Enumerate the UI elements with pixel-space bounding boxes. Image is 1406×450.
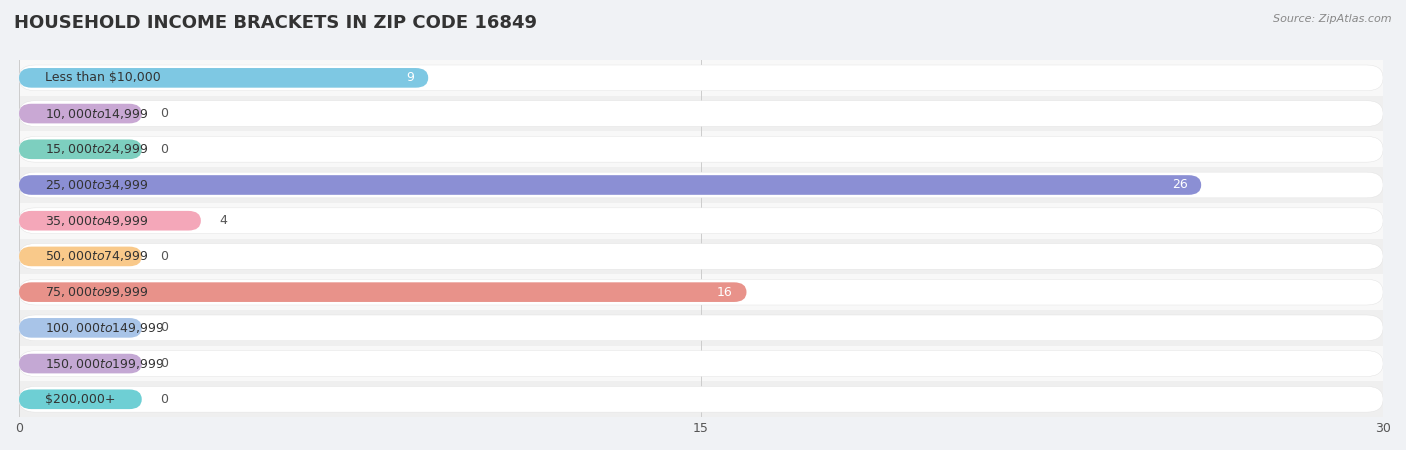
FancyBboxPatch shape: [20, 318, 142, 338]
FancyBboxPatch shape: [20, 351, 1384, 377]
FancyBboxPatch shape: [20, 65, 1384, 91]
Bar: [20, 131, 1384, 167]
FancyBboxPatch shape: [20, 279, 1384, 305]
FancyBboxPatch shape: [20, 315, 1384, 341]
Bar: [20, 203, 1384, 239]
FancyBboxPatch shape: [20, 136, 1384, 162]
Text: 16: 16: [717, 286, 733, 299]
Text: 0: 0: [160, 107, 167, 120]
Text: 0: 0: [160, 393, 167, 406]
FancyBboxPatch shape: [20, 101, 1384, 126]
Bar: [20, 274, 1384, 310]
Text: $50,000 to $74,999: $50,000 to $74,999: [45, 249, 149, 263]
Text: 0: 0: [160, 321, 167, 334]
Text: 9: 9: [406, 72, 415, 84]
Text: $10,000 to $14,999: $10,000 to $14,999: [45, 107, 149, 121]
Bar: [20, 238, 1384, 274]
Text: HOUSEHOLD INCOME BRACKETS IN ZIP CODE 16849: HOUSEHOLD INCOME BRACKETS IN ZIP CODE 16…: [14, 14, 537, 32]
Text: $75,000 to $99,999: $75,000 to $99,999: [45, 285, 149, 299]
FancyBboxPatch shape: [20, 68, 429, 88]
Text: 0: 0: [160, 250, 167, 263]
FancyBboxPatch shape: [20, 243, 1384, 269]
FancyBboxPatch shape: [20, 282, 747, 302]
FancyBboxPatch shape: [20, 211, 201, 230]
Bar: [20, 96, 1384, 131]
Bar: [20, 310, 1384, 346]
Bar: [20, 382, 1384, 417]
Text: $150,000 to $199,999: $150,000 to $199,999: [45, 356, 165, 370]
FancyBboxPatch shape: [20, 208, 1384, 234]
FancyBboxPatch shape: [20, 387, 1384, 412]
FancyBboxPatch shape: [20, 104, 142, 123]
Text: $100,000 to $149,999: $100,000 to $149,999: [45, 321, 165, 335]
Text: $200,000+: $200,000+: [45, 393, 115, 406]
FancyBboxPatch shape: [20, 140, 142, 159]
Text: $35,000 to $49,999: $35,000 to $49,999: [45, 214, 149, 228]
Bar: [20, 167, 1384, 203]
FancyBboxPatch shape: [20, 172, 1384, 198]
Text: 0: 0: [160, 143, 167, 156]
FancyBboxPatch shape: [20, 175, 1201, 195]
Text: 0: 0: [160, 357, 167, 370]
Text: Less than $10,000: Less than $10,000: [45, 72, 162, 84]
FancyBboxPatch shape: [20, 354, 142, 373]
Bar: [20, 60, 1384, 96]
Text: 26: 26: [1171, 179, 1188, 192]
Text: $15,000 to $24,999: $15,000 to $24,999: [45, 142, 149, 156]
FancyBboxPatch shape: [20, 389, 142, 409]
Text: $25,000 to $34,999: $25,000 to $34,999: [45, 178, 149, 192]
Text: 4: 4: [219, 214, 226, 227]
Bar: [20, 346, 1384, 382]
Text: Source: ZipAtlas.com: Source: ZipAtlas.com: [1274, 14, 1392, 23]
FancyBboxPatch shape: [20, 247, 142, 266]
